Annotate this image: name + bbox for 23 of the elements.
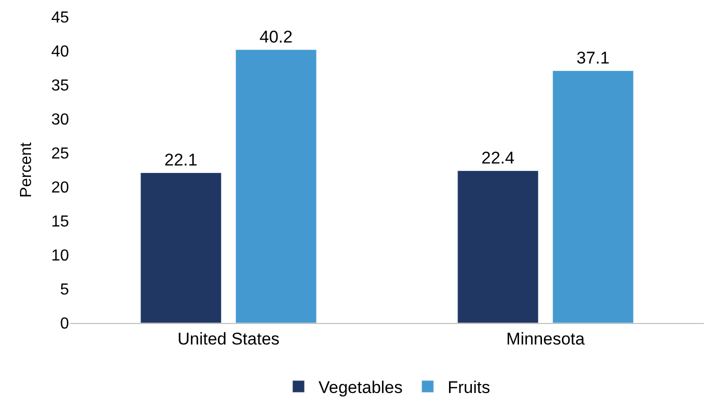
data-label: 22.4	[481, 148, 514, 168]
y-tick-label: 15	[51, 214, 70, 231]
bar	[140, 172, 222, 323]
bar	[457, 170, 539, 323]
y-tick-label: 5	[60, 282, 70, 299]
y-tick-label: 30	[51, 112, 70, 129]
y-tick-label: 20	[51, 180, 70, 197]
x-tick-label: United States	[177, 329, 280, 348]
data-label: 37.1	[576, 48, 610, 68]
y-tick-label: 35	[51, 78, 70, 95]
y-tick-label: 45	[51, 10, 70, 27]
data-label: 22.1	[164, 150, 198, 170]
y-tick-label: 10	[51, 248, 70, 265]
bar	[235, 49, 317, 323]
y-tick-label: 25	[51, 146, 70, 163]
y-tick-label: 40	[51, 44, 70, 61]
legend-label: Fruits	[448, 378, 490, 398]
data-label: 40.2	[260, 28, 293, 47]
bar	[552, 70, 634, 323]
y-tick-label: 0	[60, 316, 70, 333]
legend-label: Vegetables	[318, 378, 403, 398]
y-axis-title: Percent	[18, 142, 36, 198]
x-tick-label: Minnesota	[506, 329, 586, 348]
